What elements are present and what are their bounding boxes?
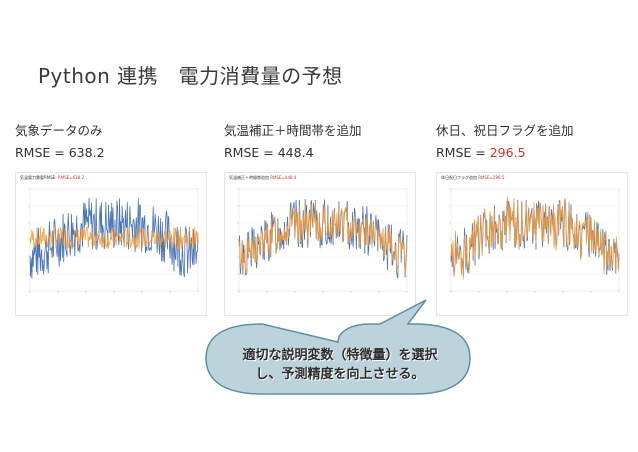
column-weather-only: 気象データのみ RMSE = 638.2 [15, 122, 205, 162]
callout-line-1: 適切な説明変数（特徴量）を選択 [242, 348, 438, 363]
callout-line-2: し、予測精度を向上させる。 [255, 367, 425, 382]
callout-text: 適切な説明変数（特徴量）を選択 し、予測精度を向上させる。 [218, 346, 462, 384]
chart-plot [449, 188, 620, 293]
chart-weather-only: 気温電力需要RMSE: RMSE=638.2 [15, 172, 207, 316]
chart-header: 気温補正＋時間帯追加 RMSE=448.4 [229, 175, 297, 180]
chart-temperature-time: 気温補正＋時間帯追加 RMSE=448.4 [224, 172, 416, 316]
slide-title: Python 連携 電力消費量の予想 [38, 64, 343, 88]
column-caption: 休日、祝日フラグを追加 [436, 123, 574, 138]
rmse-label: RMSE = 448.4 [224, 144, 414, 162]
chart-plot [237, 188, 408, 293]
chart-header: 休日祝日フラグ追加 RMSE=296.5 [441, 175, 505, 180]
chart-plot [28, 188, 199, 293]
predicted-series-line [238, 201, 408, 276]
column-caption: 気象データのみ [15, 123, 103, 138]
predicted-series-line [450, 196, 620, 280]
column-holiday-flag: 休日、祝日フラグを追加 RMSE = 296.5 [436, 122, 626, 162]
rmse-label: RMSE = 638.2 [15, 144, 205, 162]
chart-holiday-flag: 休日祝日フラグ追加 RMSE=296.5 [436, 172, 628, 316]
rmse-value: 638.2 [68, 145, 105, 160]
rmse-value: 448.4 [277, 145, 314, 160]
rmse-prefix: RMSE = [436, 145, 490, 160]
rmse-prefix: RMSE = [224, 145, 278, 160]
column-caption: 気温補正＋時間帯を追加 [224, 123, 362, 138]
predicted-series-line [29, 225, 199, 251]
chart-header: 気温電力需要RMSE: RMSE=638.2 [20, 175, 85, 180]
rmse-value: 296.5 [489, 145, 526, 160]
column-temperature-time: 気温補正＋時間帯を追加 RMSE = 448.4 [224, 122, 414, 162]
rmse-prefix: RMSE = [15, 145, 69, 160]
rmse-label: RMSE = 296.5 [436, 144, 626, 162]
